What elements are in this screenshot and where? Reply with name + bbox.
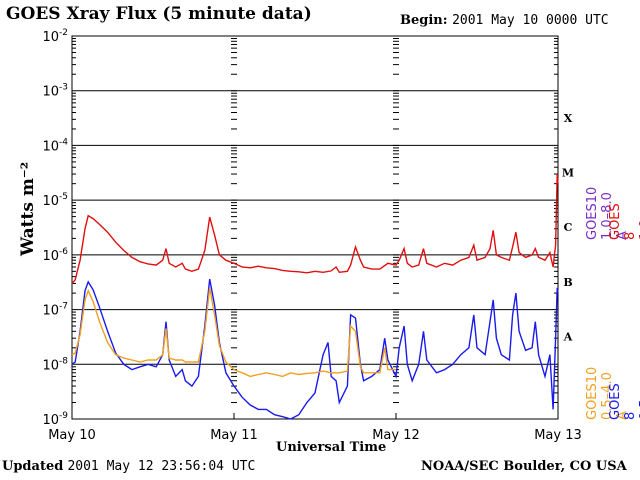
flare-class-label: B <box>563 276 572 289</box>
series-line-1 <box>71 278 559 420</box>
x-axis-label: Universal Time <box>276 440 387 455</box>
updated-label: Updated <box>2 459 64 474</box>
series-line-0 <box>71 173 559 284</box>
x-tick-label: May 12 <box>372 428 420 443</box>
series-line-3 <box>71 287 396 378</box>
flare-class-label: X <box>564 112 573 125</box>
legend-goes8-short: GOES 8 0.5–4.0 A <box>608 383 640 420</box>
begin-timestamp: Begin: 2001 May 10 0000 UTC <box>400 13 609 28</box>
x-tick-label: May 13 <box>534 428 582 443</box>
y-tick-label: 10-9 <box>42 411 68 428</box>
legend-goes8-long: GOES 8 1.0–8.0 A <box>608 203 640 240</box>
updated-value: 2001 May 12 23:56:04 UTC <box>67 459 256 474</box>
y-tick-label: 10-2 <box>42 28 68 45</box>
x-tick-label: May 10 <box>48 428 96 443</box>
plot-frame <box>71 35 559 420</box>
flare-class-label: C <box>564 221 573 234</box>
y-tick-label: 10-4 <box>42 137 68 154</box>
updated-timestamp: Updated 2001 May 12 23:56:04 UTC <box>2 459 255 474</box>
y-tick-label: 10-8 <box>42 356 68 373</box>
x-tick-label: May 11 <box>210 428 258 443</box>
y-tick-label: 10-5 <box>42 192 68 209</box>
chart-title: GOES Xray Flux (5 minute data) <box>6 4 312 24</box>
begin-value: 2001 May 10 0000 UTC <box>452 13 609 28</box>
y-tick-label: 10-7 <box>42 302 68 319</box>
y-tick-label: 10-6 <box>42 247 68 264</box>
y-tick-label: 10-3 <box>42 83 68 100</box>
flare-class-label: A <box>563 331 573 344</box>
flare-class-label: M <box>562 167 574 180</box>
credit-text: NOAA/SEC Boulder, CO USA <box>421 459 627 474</box>
begin-label: Begin: <box>400 13 448 28</box>
